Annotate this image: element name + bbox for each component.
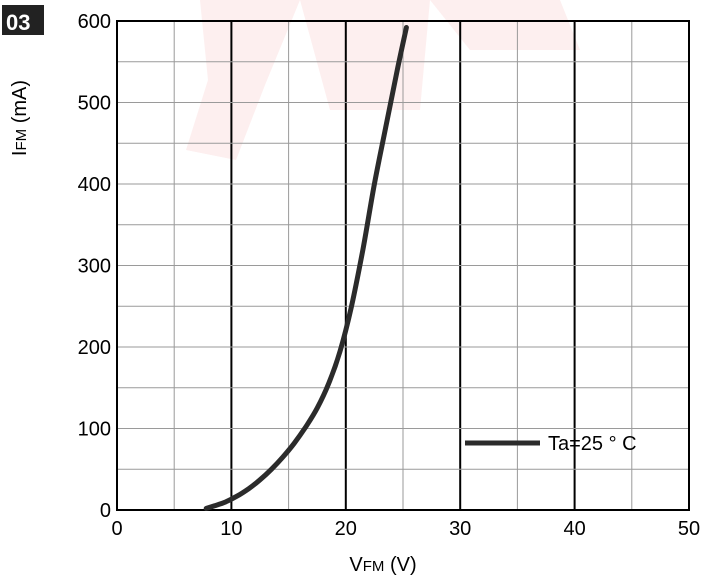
y-tick-label: 100 xyxy=(78,419,111,441)
y-tick-label: 0 xyxy=(100,500,111,522)
y-tick-label: 500 xyxy=(78,93,111,115)
watermark-shape xyxy=(186,0,580,160)
x-tick-label: 20 xyxy=(335,518,357,540)
x-tick-label: 10 xyxy=(220,518,242,540)
legend-label: Ta=25 ° C xyxy=(548,433,637,455)
series-line xyxy=(203,25,409,511)
legend: Ta=25 ° C xyxy=(465,433,637,455)
grid xyxy=(116,20,690,511)
x-tick-label: 50 xyxy=(678,518,700,540)
x-tick-label: 0 xyxy=(111,518,122,540)
x-tick-label: 40 xyxy=(563,518,585,540)
plot-frame xyxy=(116,20,690,511)
y-tick-label: 600 xyxy=(78,11,111,33)
figure-badge: 03 xyxy=(2,5,44,35)
x-axis-title: VFM (V) xyxy=(349,554,416,576)
y-tick-label: 400 xyxy=(78,174,111,196)
y-tick-label: 300 xyxy=(78,256,111,278)
y-tick-label: 200 xyxy=(78,337,111,359)
figure-badge-label: 03 xyxy=(6,10,30,35)
axis-titles: VFM (V) IFM (mA) xyxy=(9,80,417,576)
series xyxy=(203,25,409,511)
y-axis-title: IFM (mA) xyxy=(9,80,31,156)
x-tick-label: 30 xyxy=(449,518,471,540)
